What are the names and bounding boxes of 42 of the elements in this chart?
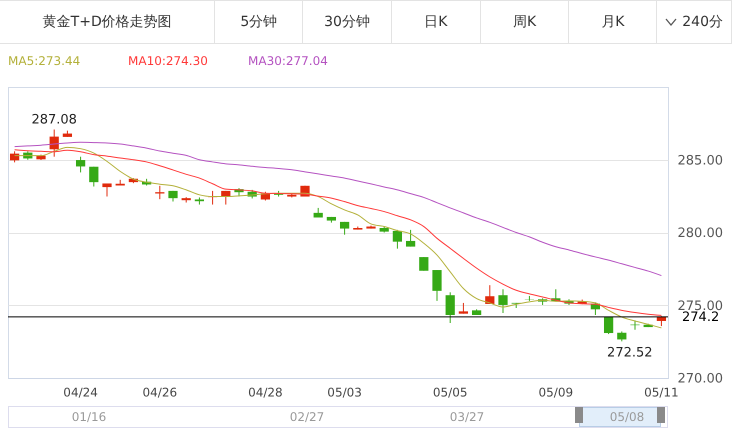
candlestick	[498, 288, 508, 314]
y-tick-label: 270.00	[678, 372, 723, 386]
text: 03/27	[450, 410, 484, 424]
x-tick-label: 05/05	[432, 386, 468, 400]
text: MA30:277.04	[248, 54, 328, 68]
text: 日K	[390, 1, 480, 43]
candlestick	[89, 166, 98, 188]
y-tick-label: 285.00	[678, 153, 723, 168]
candlestick	[221, 190, 230, 206]
text: 30分钟	[302, 1, 391, 43]
candlestick	[617, 330, 626, 342]
text: 01/16	[72, 410, 106, 424]
x-tick-label: 04/28	[248, 386, 283, 400]
x-tick-label: 04/26	[142, 386, 178, 400]
candlestick	[392, 229, 402, 250]
text: 月K	[568, 1, 656, 43]
text: MA10:274.30	[128, 54, 208, 68]
x-tick-label: 05/11	[644, 386, 679, 400]
annotation: 272.52	[607, 345, 653, 360]
text: 5分钟	[214, 1, 302, 43]
candlestick	[406, 229, 416, 248]
candlestick	[485, 284, 494, 304]
text: 周K	[480, 1, 568, 43]
chart-title: 黄金T+D价格走势图	[42, 13, 173, 32]
text: 05/08	[610, 410, 644, 424]
candlestick	[76, 156, 86, 173]
candlestick	[419, 256, 428, 272]
candlestick	[432, 270, 442, 302]
candlestick	[446, 292, 455, 324]
candlestick	[340, 221, 350, 236]
y-tick-label: 280.00	[678, 226, 723, 241]
candlestick	[50, 128, 59, 158]
text: MA5:273.44	[8, 54, 80, 68]
candlestick	[102, 182, 112, 198]
candlestick	[155, 185, 164, 200]
x-tick-label: 05/09	[538, 386, 574, 400]
annotation: 287.08	[31, 112, 77, 128]
text: 240分	[656, 1, 732, 43]
x-tick-label: 05/03	[327, 386, 362, 400]
text: 02/27	[290, 410, 324, 424]
x-tick-label: 04/24	[63, 386, 98, 400]
candlestick	[604, 316, 614, 335]
